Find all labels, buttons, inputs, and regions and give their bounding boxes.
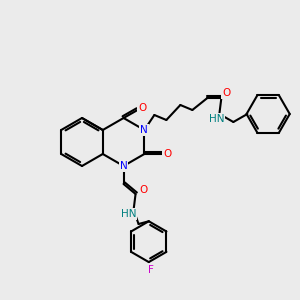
Text: F: F — [148, 265, 154, 275]
Text: N: N — [140, 125, 148, 135]
Text: O: O — [138, 103, 147, 113]
Text: O: O — [140, 185, 148, 195]
Text: O: O — [222, 88, 230, 98]
Text: HN: HN — [208, 114, 224, 124]
Text: O: O — [163, 149, 172, 159]
Text: N: N — [120, 161, 128, 171]
Text: HN: HN — [121, 209, 136, 219]
